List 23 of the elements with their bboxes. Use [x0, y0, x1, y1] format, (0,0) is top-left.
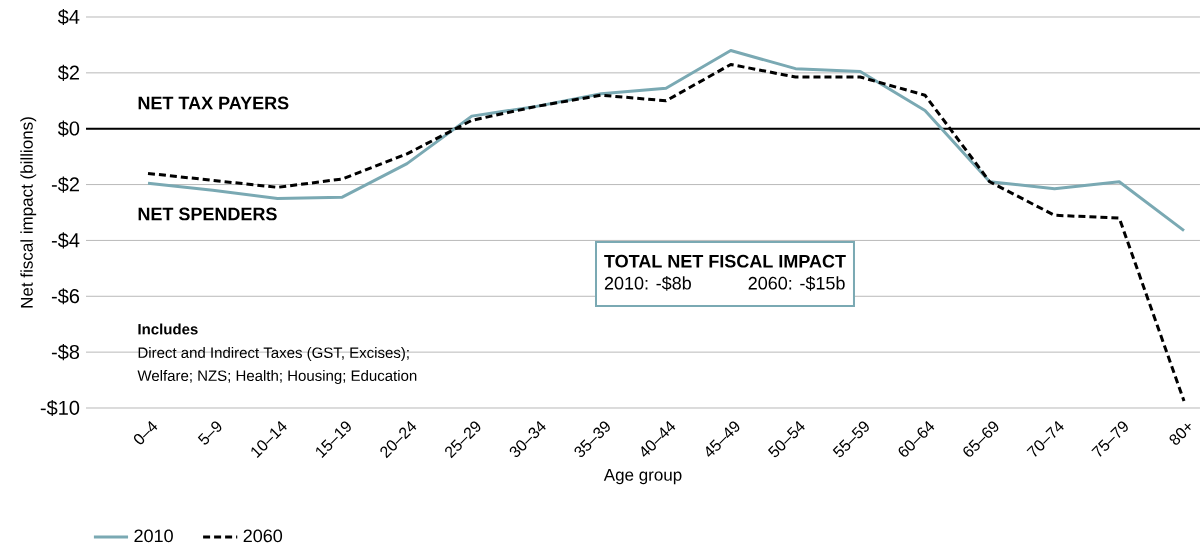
annotation: Welfare; NZS; Health; Housing; Education	[137, 370, 417, 384]
x-tick-label: 0–4	[133, 420, 158, 445]
y-tick-label: $0	[57, 120, 80, 137]
x-tick-label: 5–9	[197, 421, 222, 445]
annotation: TOTAL NET FISCAL IMPACT	[604, 254, 846, 268]
y-axis-title: Net fiscal impact (billions)	[20, 117, 37, 308]
y-tick-label: -$6	[51, 288, 80, 305]
annotation: NET TAX PAYERS	[138, 96, 289, 110]
annotation: Includes	[138, 323, 198, 335]
y-tick-label: -$2	[51, 176, 79, 193]
x-axis-title: Age group	[603, 468, 682, 485]
y-tick-label: -$4	[51, 232, 80, 249]
annotation: Direct and Indirect Taxes (GST, Excises);	[138, 347, 409, 361]
legend-label: 2010	[134, 529, 173, 543]
annotation: NET SPENDERS	[138, 207, 277, 221]
y-tick-label: -$8	[51, 344, 80, 361]
legend-label: 2060	[243, 529, 283, 543]
y-tick-label: $2	[57, 64, 79, 81]
x-tick-label: 80+	[1169, 423, 1191, 445]
annotation: 2060: -$15b	[748, 276, 845, 291]
y-tick-label: -$10	[40, 399, 80, 417]
annotation: 2010: -$8b	[604, 276, 691, 291]
y-tick-label: $4	[57, 8, 80, 26]
